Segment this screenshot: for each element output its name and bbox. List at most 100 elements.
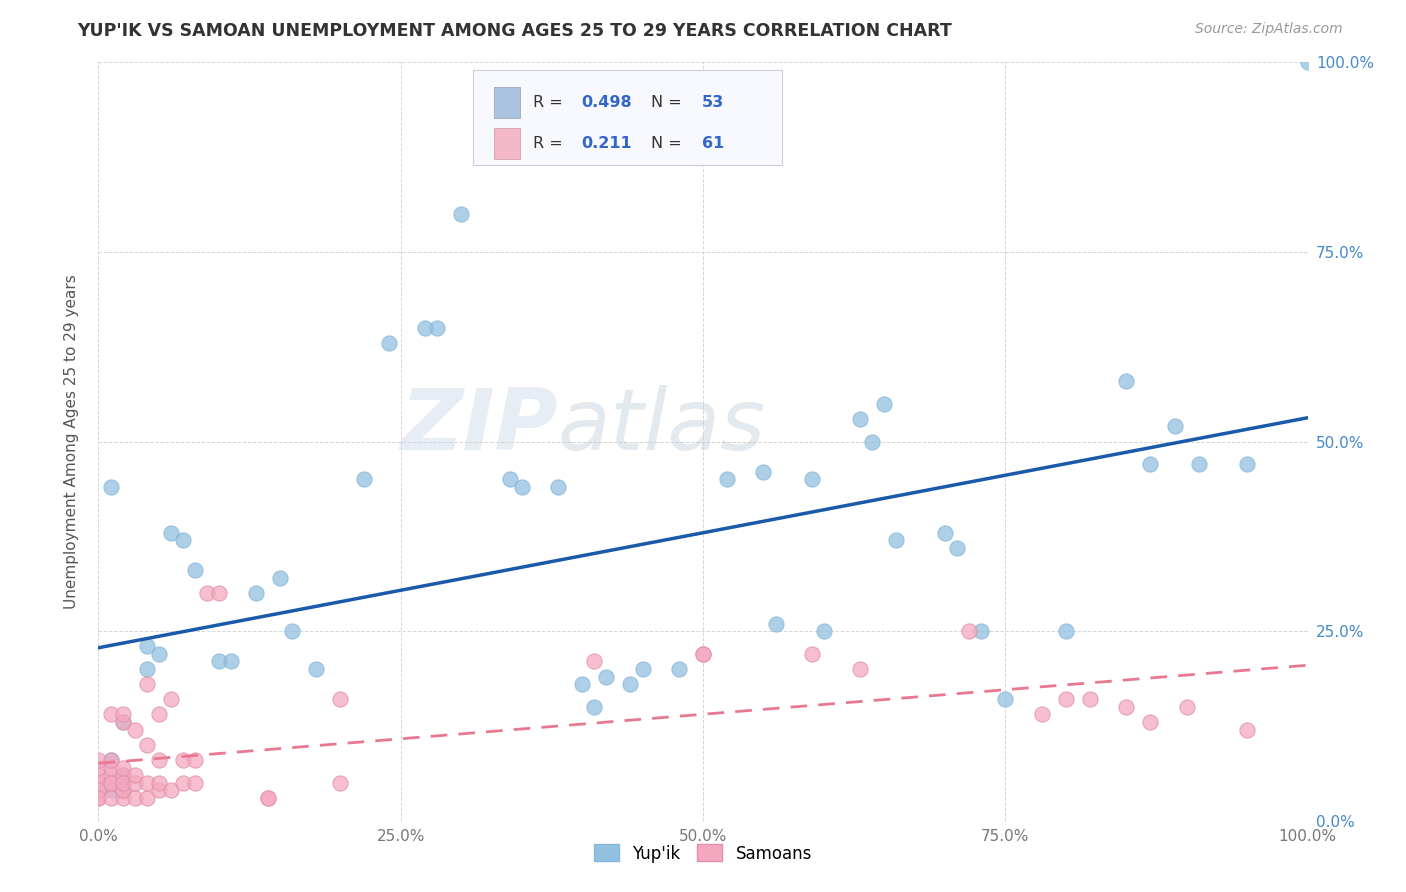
Point [765, 616, 787, 631]
Point [100, 480, 122, 494]
Point [148, 783, 170, 797]
Point [148, 753, 170, 767]
Point [87, 783, 110, 797]
Point [1031, 707, 1053, 722]
Point [148, 647, 170, 661]
Point [256, 791, 278, 805]
Point [1078, 692, 1101, 706]
Point [87, 768, 110, 782]
Point [135, 662, 157, 676]
Point [111, 776, 134, 790]
Point [135, 639, 157, 653]
Point [353, 473, 375, 487]
Point [111, 776, 134, 790]
Point [886, 533, 908, 548]
Point [1236, 723, 1258, 737]
Text: 0.498: 0.498 [581, 95, 631, 110]
Point [111, 715, 134, 730]
Point [111, 715, 134, 730]
Point [135, 791, 157, 805]
Point [716, 473, 738, 487]
Point [256, 791, 278, 805]
Point [583, 655, 606, 669]
Point [413, 320, 436, 334]
Point [87, 783, 110, 797]
Point [1054, 692, 1077, 706]
Point [208, 586, 231, 600]
Point [100, 707, 122, 722]
Point [873, 396, 896, 410]
Point [631, 662, 654, 676]
Point [619, 677, 641, 691]
Point [281, 624, 304, 639]
Point [800, 647, 823, 661]
Y-axis label: Unemployment Among Ages 25 to 29 years: Unemployment Among Ages 25 to 29 years [65, 274, 79, 609]
Point [124, 723, 146, 737]
Point [172, 753, 194, 767]
Point [184, 776, 207, 790]
Point [970, 624, 993, 639]
Point [994, 692, 1017, 706]
Point [1175, 699, 1198, 714]
Text: 53: 53 [702, 95, 724, 110]
FancyBboxPatch shape [474, 70, 782, 165]
FancyBboxPatch shape [494, 128, 520, 159]
Point [100, 753, 122, 767]
Point [124, 776, 146, 790]
Point [800, 473, 823, 487]
Point [135, 738, 157, 752]
Point [849, 412, 872, 426]
Point [160, 783, 183, 797]
Point [100, 760, 122, 774]
Text: R =: R = [533, 136, 572, 151]
Point [111, 783, 134, 797]
Point [377, 335, 399, 350]
Point [957, 624, 980, 639]
Point [111, 768, 134, 782]
Point [692, 647, 714, 661]
Point [1188, 458, 1211, 472]
Text: N =: N = [651, 136, 688, 151]
Point [1115, 699, 1137, 714]
Point [245, 586, 267, 600]
Point [498, 473, 520, 487]
Point [946, 541, 969, 555]
Point [135, 776, 157, 790]
Point [148, 707, 170, 722]
Point [426, 320, 449, 334]
Point [87, 791, 110, 805]
Point [1296, 55, 1319, 70]
Point [172, 533, 194, 548]
Point [148, 776, 170, 790]
Text: atlas: atlas [558, 384, 766, 468]
Point [208, 655, 231, 669]
Point [87, 776, 110, 790]
Text: YUP'IK VS SAMOAN UNEMPLOYMENT AMONG AGES 25 TO 29 YEARS CORRELATION CHART: YUP'IK VS SAMOAN UNEMPLOYMENT AMONG AGES… [77, 22, 952, 40]
Point [450, 207, 472, 221]
Point [160, 692, 183, 706]
Point [172, 776, 194, 790]
Text: 61: 61 [702, 136, 724, 151]
Point [111, 783, 134, 797]
Point [87, 791, 110, 805]
Point [111, 776, 134, 790]
Point [305, 662, 328, 676]
Point [1236, 458, 1258, 472]
Point [1115, 374, 1137, 388]
Point [111, 768, 134, 782]
Point [100, 791, 122, 805]
FancyBboxPatch shape [494, 87, 520, 118]
Point [184, 753, 207, 767]
Point [100, 776, 122, 790]
Point [100, 753, 122, 767]
Point [849, 662, 872, 676]
Point [1139, 715, 1161, 730]
Point [1139, 458, 1161, 472]
Text: 0.211: 0.211 [581, 136, 631, 151]
Text: Source: ZipAtlas.com: Source: ZipAtlas.com [1195, 22, 1343, 37]
Point [547, 480, 569, 494]
Point [329, 776, 352, 790]
Point [583, 699, 606, 714]
Legend: Yup'ik, Samoans: Yup'ik, Samoans [588, 838, 818, 869]
Point [934, 525, 956, 540]
